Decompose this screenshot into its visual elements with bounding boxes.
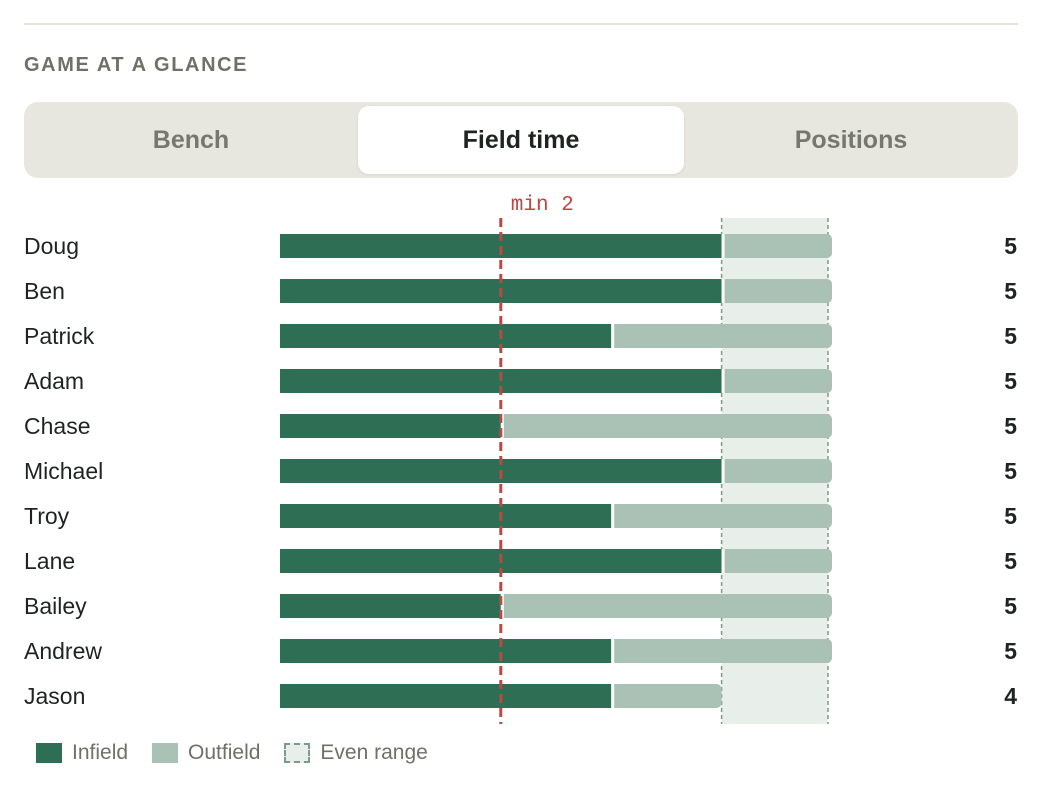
legend-swatch-even-range <box>284 743 311 763</box>
bar-segment-gap <box>721 234 725 258</box>
player-total: 5 <box>1004 413 1017 439</box>
player-name: Lane <box>24 548 75 574</box>
player-total: 5 <box>1004 548 1017 574</box>
bar-segment-gap <box>721 459 725 483</box>
infield-bar <box>280 414 501 438</box>
outfield-bar <box>715 369 832 393</box>
player-total: 5 <box>1004 233 1017 259</box>
outfield-bar <box>715 549 832 573</box>
player-name: Patrick <box>24 323 95 349</box>
player-total: 5 <box>1004 503 1017 529</box>
player-name: Michael <box>24 458 103 484</box>
player-name: Jason <box>24 683 85 709</box>
legend-item-even-range: Even range <box>284 741 428 765</box>
legend-swatch-outfield <box>152 743 179 763</box>
field-time-chart: Doug 5 Ben 5 Patrick 5 Adam 5 Chase 5 Michael 5 Troy… <box>24 194 1017 724</box>
player-total: 5 <box>1004 458 1017 484</box>
bar-segment-gap <box>611 324 615 348</box>
outfield-bar <box>494 414 832 438</box>
legend-label-outfield: Outfield <box>188 741 261 764</box>
player-total: 5 <box>1004 278 1017 304</box>
player-name: Doug <box>24 233 79 259</box>
player-name: Chase <box>24 413 90 439</box>
legend-item-outfield: Outfield <box>152 741 260 765</box>
min-marker-label: min 2 <box>511 194 574 217</box>
legend: Infield Outfield Even range <box>36 740 452 766</box>
legend-swatch-infield <box>36 743 62 763</box>
legend-label-infield: Infield <box>72 741 129 764</box>
player-total: 5 <box>1004 368 1017 394</box>
legend-item-infield: Infield <box>36 741 128 765</box>
infield-bar <box>280 504 612 528</box>
player-name: Troy <box>24 503 70 529</box>
infield-bar <box>280 594 501 618</box>
bar-segment-gap <box>721 369 725 393</box>
outfield-bar <box>494 594 832 618</box>
outfield-bar <box>605 639 832 663</box>
player-total: 5 <box>1004 323 1017 349</box>
outfield-bar <box>605 504 832 528</box>
player-total: 5 <box>1004 593 1017 619</box>
section-title: GAME AT A GLANCE <box>24 54 249 76</box>
tab-positions[interactable]: Positions <box>794 126 908 154</box>
bar-segment-gap <box>500 594 504 618</box>
player-total: 4 <box>1004 683 1017 709</box>
bar-segment-gap <box>500 414 504 438</box>
player-name: Andrew <box>24 638 102 664</box>
outfield-bar <box>605 684 722 708</box>
player-total: 5 <box>1004 638 1017 664</box>
outfield-bar <box>605 324 832 348</box>
player-name: Adam <box>24 368 84 394</box>
infield-bar <box>280 639 612 663</box>
legend-label-even-range: Even range <box>320 741 428 764</box>
bar-segment-gap <box>721 549 725 573</box>
infield-bar <box>280 324 612 348</box>
view-tabs: Bench Field time Positions <box>24 102 1018 178</box>
tab-bench[interactable]: Bench <box>152 126 230 154</box>
infield-bar <box>280 684 612 708</box>
outfield-bar <box>715 279 832 303</box>
outfield-bar <box>715 459 832 483</box>
outfield-bar <box>715 234 832 258</box>
bar-segment-gap <box>611 684 615 708</box>
bar-segment-gap <box>721 279 725 303</box>
tab-field-time[interactable]: Field time <box>358 106 684 174</box>
bar-segment-gap <box>611 639 615 663</box>
bar-segment-gap <box>611 504 615 528</box>
player-name: Ben <box>24 278 65 304</box>
player-name: Bailey <box>24 593 87 619</box>
top-divider <box>24 23 1018 25</box>
